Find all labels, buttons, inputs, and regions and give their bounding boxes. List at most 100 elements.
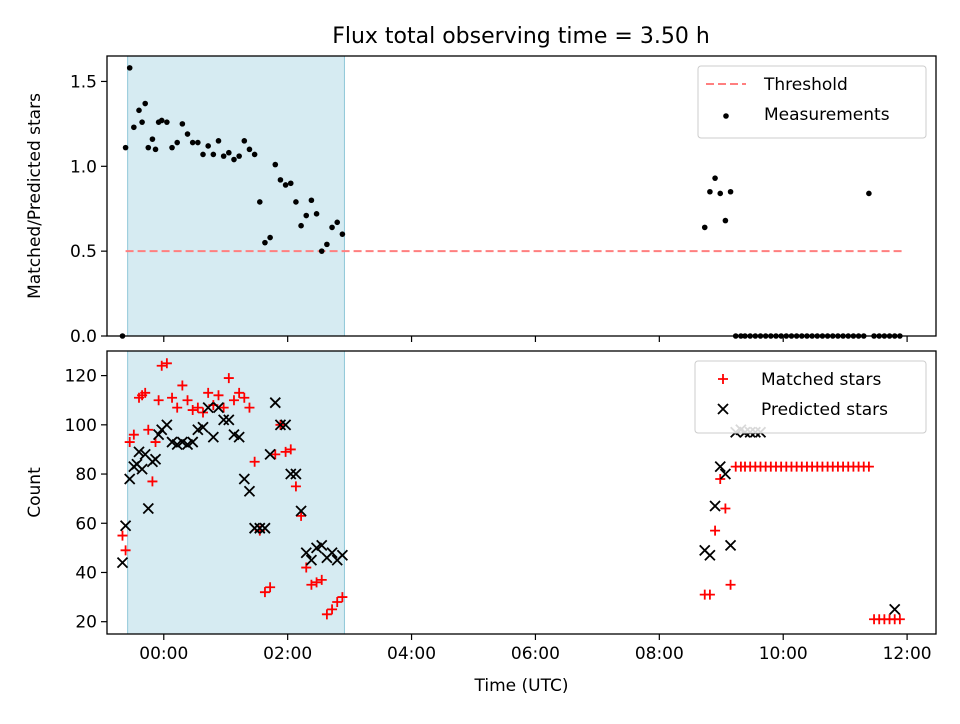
data-point — [192, 402, 203, 413]
data-point — [202, 401, 214, 414]
y-tick-label: 80 — [75, 465, 97, 485]
data-point — [259, 522, 271, 534]
data-point — [296, 510, 307, 521]
data-point — [717, 190, 724, 197]
data-point — [264, 448, 276, 460]
data-point — [270, 449, 281, 460]
data-point — [131, 124, 137, 131]
y-tick-label: 40 — [75, 563, 97, 583]
y-tick-label: 100 — [65, 416, 97, 436]
legend: Threshold Measurements — [697, 65, 927, 139]
data-point — [189, 139, 196, 146]
legend-box — [694, 360, 927, 434]
data-point — [256, 199, 263, 205]
x-tick-label: 12:00 — [883, 644, 932, 664]
data-point — [164, 119, 170, 125]
data-point — [287, 180, 294, 187]
data-point — [139, 119, 145, 125]
data-point — [133, 446, 145, 458]
data-point — [136, 463, 148, 475]
data-point — [124, 473, 136, 485]
data-point — [285, 468, 297, 480]
data-point — [329, 224, 335, 231]
data-point — [272, 161, 279, 168]
data-point — [122, 144, 129, 151]
data-point — [142, 100, 148, 107]
x-tick-label: 04:00 — [387, 644, 436, 664]
data-point — [267, 234, 273, 241]
data-point — [248, 522, 261, 534]
data-point — [124, 437, 135, 448]
y-axis-label: Count — [25, 467, 45, 518]
data-point — [727, 188, 734, 195]
data-point — [327, 604, 338, 615]
data-point — [161, 358, 172, 369]
data-point — [894, 614, 905, 625]
legend-label: Predicted stars — [761, 400, 888, 420]
data-point — [218, 414, 230, 426]
series-predicted-stars — [116, 397, 901, 616]
data-point — [724, 539, 737, 552]
data-point — [316, 539, 328, 552]
data-point — [305, 554, 318, 566]
data-point — [262, 239, 268, 246]
data-point — [722, 217, 729, 224]
data-point — [295, 505, 307, 517]
y-tick-label: 1.0 — [70, 157, 97, 177]
data-point — [207, 431, 219, 443]
data-point — [265, 582, 276, 593]
data-point — [169, 144, 175, 151]
y-tick-label: 60 — [75, 514, 97, 534]
data-point — [195, 139, 201, 146]
y-tick-label: 0.5 — [70, 242, 97, 262]
data-point — [212, 401, 225, 414]
data-point — [290, 481, 301, 492]
data-point — [231, 156, 237, 163]
data-point — [244, 402, 255, 413]
y-tick-label: 1.5 — [70, 72, 97, 92]
legend-label: Matched stars — [761, 370, 881, 390]
data-point — [213, 390, 224, 401]
data-point — [172, 402, 183, 413]
data-point — [269, 397, 281, 409]
data-point — [152, 429, 165, 441]
data-point — [223, 414, 235, 426]
data-point — [300, 547, 312, 559]
data-point — [233, 431, 245, 443]
legend-label: Measurements — [764, 105, 890, 125]
y-axis-label: Matched/Predicted stars — [25, 93, 45, 299]
legend: Matched stars Predicted stars — [694, 360, 927, 434]
shaded-span — [127, 55, 345, 337]
data-point — [143, 424, 154, 435]
data-point — [866, 190, 872, 197]
data-point — [720, 503, 731, 514]
data-point — [316, 574, 327, 585]
data-point — [241, 138, 248, 144]
data-point — [149, 453, 162, 465]
data-point — [149, 136, 156, 142]
data-point — [311, 577, 322, 588]
data-point — [179, 121, 186, 127]
data-point — [238, 473, 250, 485]
data-point — [152, 146, 159, 153]
data-point — [279, 419, 292, 431]
data-point — [318, 248, 325, 254]
data-point — [259, 587, 270, 598]
data-point — [200, 151, 206, 158]
data-point — [298, 222, 304, 229]
top-panel: 0.0 0.5 1.0 1.5 Matched/Predicted stars Thres… — [25, 55, 937, 347]
data-point — [863, 461, 874, 472]
data-point — [234, 387, 245, 398]
data-point — [308, 197, 315, 204]
data-point — [324, 241, 330, 248]
data-point — [220, 153, 227, 159]
data-point — [161, 419, 173, 431]
data-point — [236, 153, 242, 159]
data-point — [136, 107, 142, 114]
data-point — [187, 436, 199, 448]
data-point — [223, 373, 234, 384]
data-point — [313, 211, 320, 217]
data-point — [321, 609, 332, 620]
data-point — [282, 182, 289, 188]
data-point — [290, 468, 302, 480]
